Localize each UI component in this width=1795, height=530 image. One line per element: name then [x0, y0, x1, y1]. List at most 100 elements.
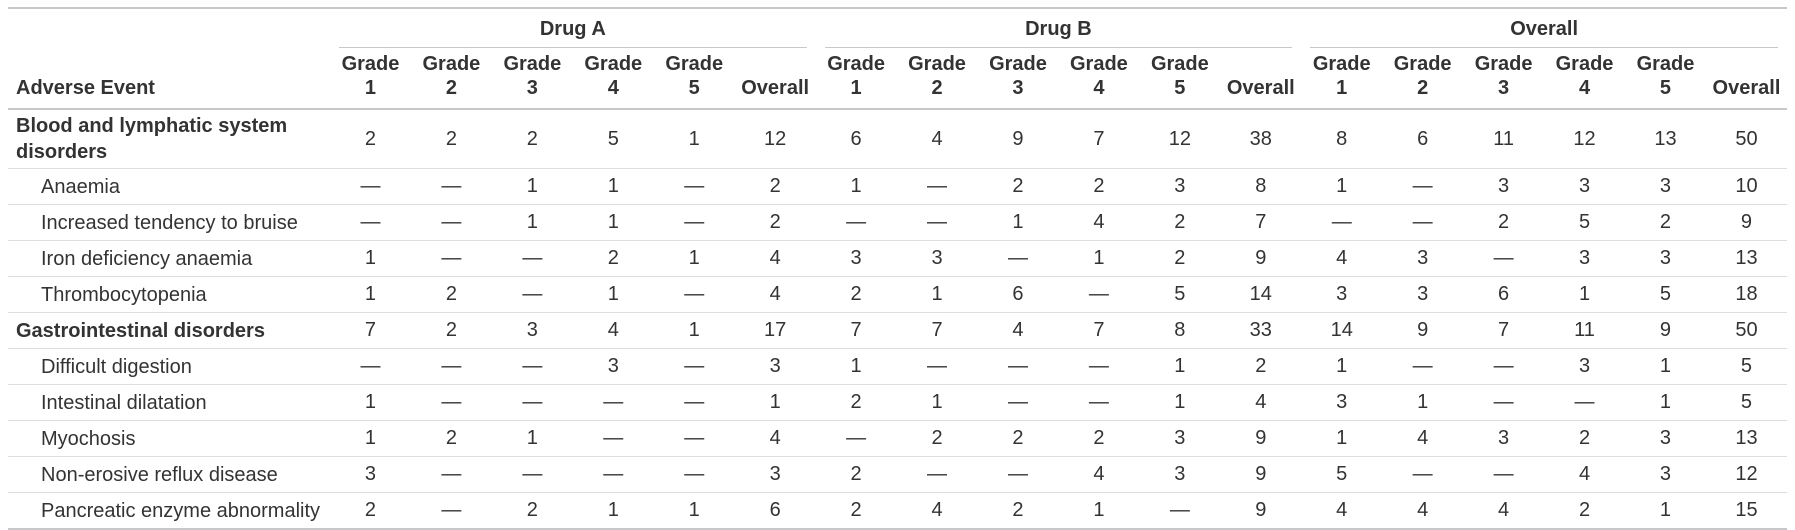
value-cell-drug-b: 2	[1058, 168, 1140, 205]
value-cell-drug-a: 5	[607, 127, 619, 150]
value-cell-drug-b: 3	[815, 240, 897, 277]
value-cell-drug-b: 4	[1058, 204, 1140, 241]
value-cell-drug-a: —	[653, 168, 735, 205]
column-header-overall-grade-5: Grade 5	[1625, 48, 1706, 110]
column-header-line2: 2	[445, 77, 457, 99]
value-cell-overall: 9	[1705, 204, 1787, 241]
value-cell-drug-a: —	[410, 240, 492, 277]
value-cell-overall: —	[1463, 240, 1545, 277]
value-cell-drug-a: 2	[330, 492, 411, 530]
column-header-drug-b-grade-5: Grade 5	[1139, 48, 1221, 110]
group-underline	[339, 47, 807, 48]
column-header-drug-a-grade-4: Grade 4	[572, 48, 654, 110]
value-cell-drug-b: 1	[1058, 240, 1140, 277]
value-cell-drug-b: —	[1058, 384, 1140, 421]
value-cell-drug-b: 7	[1220, 204, 1302, 241]
value-cell-drug-a: 1	[653, 240, 735, 277]
value-cell-overall: 3	[1544, 240, 1625, 277]
value-cell-drug-b: —	[896, 348, 978, 385]
row-label: Intestinal dilatation	[8, 384, 330, 421]
column-header-drug-b-grade-4: Grade 4	[1058, 48, 1140, 110]
row-label: Myochosis	[8, 420, 330, 457]
value-cell-drug-a: 17	[734, 312, 816, 349]
column-header-line1: Grade	[1312, 53, 1371, 75]
value-cell-overall: 3	[1544, 348, 1625, 385]
value-cell-drug-b: 1	[1139, 348, 1221, 385]
value-cell-overall: 6	[1463, 276, 1545, 313]
value-cell-drug-b: 2	[1139, 204, 1221, 241]
row-label: Difficult digestion	[8, 348, 330, 385]
table-row: Anaemia — —1 1—2 1—2 2 3 8 1—3 3 3 10	[8, 168, 1787, 205]
value-cell-overall: 13	[1654, 127, 1677, 150]
column-header-line2: Overall	[1226, 77, 1295, 99]
value-cell-drug-b: 9	[1220, 240, 1302, 277]
value-cell-overall: 6	[1417, 127, 1429, 150]
group-underline	[824, 47, 1293, 48]
value-cell-drug-b: 8	[1220, 168, 1302, 205]
column-header-line1: Grade	[1474, 53, 1533, 75]
value-cell-overall: —	[1301, 204, 1383, 241]
value-cell-drug-b: 9	[1012, 127, 1024, 150]
row-label: Increased tendency to bruise	[8, 204, 330, 241]
value-cell-drug-b: 2	[977, 492, 1059, 530]
column-header-overall-grade-2: Grade 2	[1382, 48, 1464, 110]
value-cell-overall: 5	[1705, 384, 1787, 421]
value-cell-overall: 3	[1382, 276, 1464, 313]
row-label: Iron deficiency anaemia	[8, 240, 330, 277]
value-cell-drug-a: 4	[734, 420, 816, 457]
column-header-line2: 2	[1417, 77, 1429, 99]
column-header-line1: Grade	[827, 53, 885, 75]
column-header-drug-a-overall: Overall	[734, 48, 816, 110]
column-header-line2: 1	[364, 77, 377, 99]
column-header-line2: 3	[1498, 77, 1510, 99]
group-label-drug-a: Drug A	[539, 18, 606, 40]
value-cell-drug-a: 2	[572, 240, 654, 277]
value-cell-drug-b: 1	[1139, 384, 1221, 421]
value-cell-drug-a: 1	[572, 276, 654, 313]
value-cell-overall: 5	[1705, 348, 1787, 385]
column-header-line2: 4	[1578, 77, 1591, 99]
value-cell-drug-b: 6	[977, 276, 1059, 313]
column-header-drug-b-grade-2: Grade 2	[896, 48, 978, 110]
value-cell-drug-b: 2	[896, 420, 978, 457]
value-cell-drug-b: 2	[815, 492, 897, 530]
value-cell-drug-b: 12	[1168, 127, 1191, 150]
column-header-line2: 3	[526, 77, 538, 99]
group-header-drug-b: Drug B	[815, 7, 1302, 48]
value-cell-drug-b: 7	[1058, 312, 1140, 349]
value-cell-drug-a: 1	[572, 204, 654, 241]
value-cell-drug-a: —	[330, 204, 411, 241]
value-cell-drug-b: 1	[1058, 492, 1140, 530]
value-cell-drug-a: 1	[491, 420, 573, 457]
table-row: Intestinal dilatation 1— — — —1 2 1— —1 4 3 1— —1 5	[8, 384, 1787, 421]
value-cell-overall: 1	[1625, 348, 1706, 385]
value-cell-overall: 1	[1301, 348, 1383, 385]
value-cell-drug-b: 38	[1249, 127, 1272, 150]
value-cell-drug-a: 1	[734, 384, 816, 421]
value-cell-overall: 9	[1382, 312, 1464, 349]
value-cell-drug-b: 2	[977, 420, 1059, 457]
row-label: Blood and lymphatic system disorders	[16, 115, 288, 163]
value-cell-drug-a: —	[491, 384, 573, 421]
value-cell-overall: 13	[1705, 420, 1787, 457]
value-cell-drug-b: 3	[896, 240, 978, 277]
column-header-line1: Grade	[422, 53, 481, 75]
column-header-drug-b-overall: Overall	[1220, 48, 1302, 110]
value-cell-overall: 1	[1544, 276, 1625, 313]
value-cell-overall: 8	[1336, 127, 1348, 150]
row-label: Gastrointestinal disorders	[8, 312, 330, 349]
value-cell-drug-a: —	[653, 204, 735, 241]
value-cell-drug-b: 1	[896, 276, 978, 313]
table-row: Gastrointestinal disorders 7 2 3 4 1 17 7 7 4 7 8 33…	[8, 312, 1787, 349]
value-cell-drug-a: —	[572, 384, 654, 421]
table-row: Thrombocytopenia 1 2—1—4 2 1 6—5 14 3 3 6 1 5 18	[8, 276, 1787, 313]
group-header-drug-a: Drug A	[330, 7, 816, 48]
column-header-line2: 2	[931, 77, 943, 99]
value-cell-overall: 1	[1625, 384, 1706, 421]
value-cell-overall: —	[1463, 384, 1545, 421]
value-cell-overall: 3	[1544, 168, 1625, 205]
value-cell-drug-a: 4	[734, 240, 816, 277]
value-cell-drug-a: —	[653, 420, 735, 457]
value-cell-overall: —	[1382, 168, 1464, 205]
value-cell-overall: —	[1544, 384, 1625, 421]
